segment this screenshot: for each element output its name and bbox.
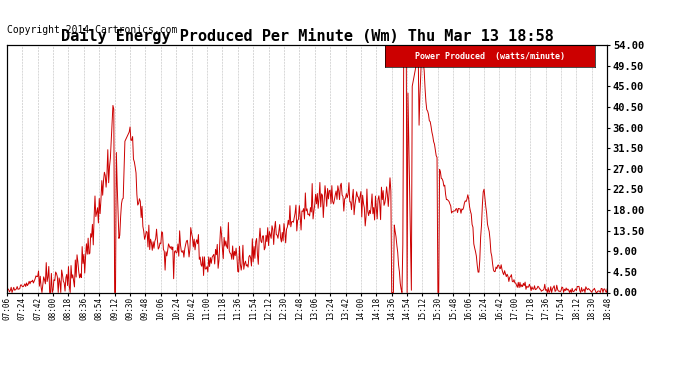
Text: Copyright 2014 Cartronics.com: Copyright 2014 Cartronics.com	[7, 25, 177, 35]
Title: Daily Energy Produced Per Minute (Wm) Thu Mar 13 18:58: Daily Energy Produced Per Minute (Wm) Th…	[61, 28, 553, 44]
